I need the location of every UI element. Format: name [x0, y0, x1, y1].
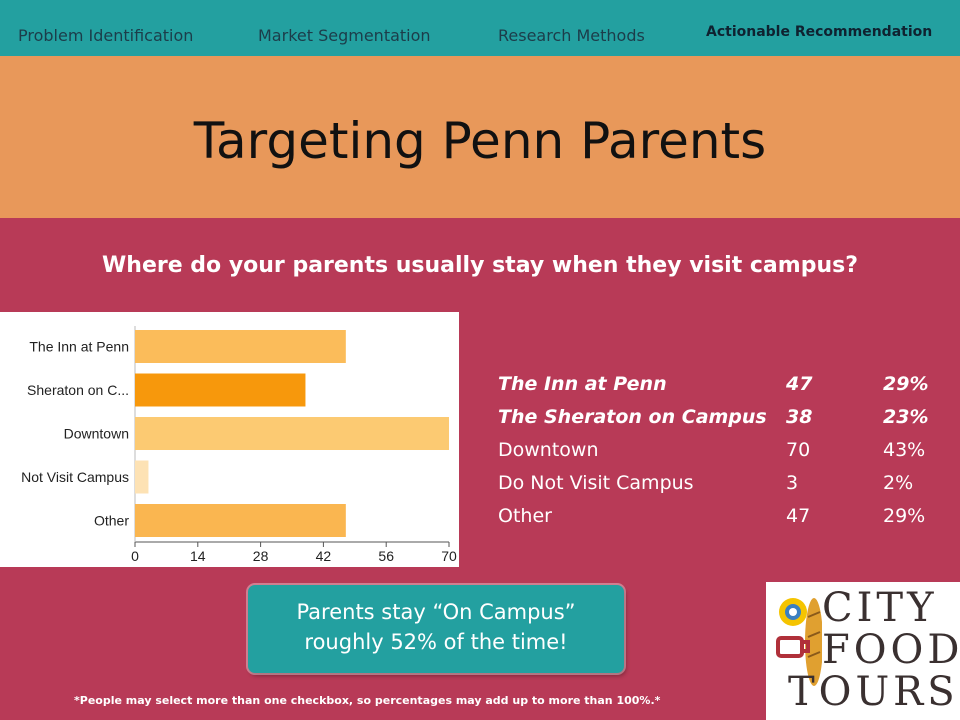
row-label: The Inn at Penn [498, 373, 667, 395]
tab-market-segmentation[interactable]: Market Segmentation [258, 26, 431, 45]
row-percent: 23% [883, 406, 929, 428]
callout-line-2: roughly 52% of the time! [304, 630, 568, 654]
top-navigation: Problem Identification Market Segmentati… [0, 0, 960, 56]
row-label: Other [498, 505, 552, 527]
row-count: 3 [786, 472, 799, 494]
bread-icon [805, 598, 822, 686]
x-tick-label: 56 [378, 548, 394, 564]
bar [135, 417, 449, 450]
category-label: Other [94, 513, 129, 529]
survey-question: Where do your parents usually stay when … [102, 253, 858, 278]
logo-word-food: FOOD [822, 627, 960, 673]
x-tick-label: 0 [131, 548, 139, 564]
row-label: Downtown [498, 439, 599, 461]
x-tick-label: 42 [316, 548, 332, 564]
bar [135, 373, 306, 407]
tab-problem-identification[interactable]: Problem Identification [18, 26, 194, 45]
logo-icons [776, 598, 822, 686]
tab-research-methods[interactable]: Research Methods [498, 26, 645, 45]
category-label: Not Visit Campus [21, 469, 129, 485]
row-label: The Sheraton on Campus [498, 406, 767, 428]
row-percent: 2% [883, 472, 914, 494]
bar [135, 504, 346, 537]
city-food-tours-logo: CITY FOOD TOURS [766, 582, 960, 720]
x-tick-label: 28 [253, 548, 269, 564]
callout-line-1: Parents stay “On Campus” [296, 600, 576, 624]
row-count: 38 [786, 406, 813, 428]
bar [135, 460, 149, 494]
category-label: Downtown [64, 426, 129, 442]
row-percent: 29% [883, 505, 926, 527]
x-tick-label: 70 [441, 548, 457, 564]
coffee-cup-icon [776, 636, 810, 658]
footnote: *People may select more than one checkbo… [74, 694, 661, 707]
title-band [0, 56, 960, 218]
bar-chart-svg: The Inn at Penn Sheraton on C... Downtown N… [21, 326, 457, 564]
row-percent: 43% [883, 439, 926, 461]
slide-title: Targeting Penn Parents [193, 112, 767, 170]
tab-actionable-recommendation[interactable]: Actionable Recommendation [706, 24, 933, 40]
row-label: Do Not Visit Campus [498, 472, 694, 494]
row-percent: 29% [883, 373, 929, 395]
sun-icon [779, 598, 807, 626]
key-insight-callout: Parents stay “On Campus” roughly 52% of … [248, 585, 624, 673]
category-label: The Inn at Penn [29, 339, 129, 355]
category-label: Sheraton on C... [27, 382, 129, 398]
bar [135, 330, 346, 363]
logo-word-tours: TOURS [788, 669, 959, 715]
x-tick-label: 14 [190, 548, 206, 564]
bar-chart: The Inn at Penn Sheraton on C... Downtown N… [0, 312, 459, 567]
row-count: 47 [786, 373, 813, 395]
logo-word-city: CITY [822, 585, 938, 631]
row-count: 70 [786, 439, 811, 461]
row-count: 47 [786, 505, 811, 527]
